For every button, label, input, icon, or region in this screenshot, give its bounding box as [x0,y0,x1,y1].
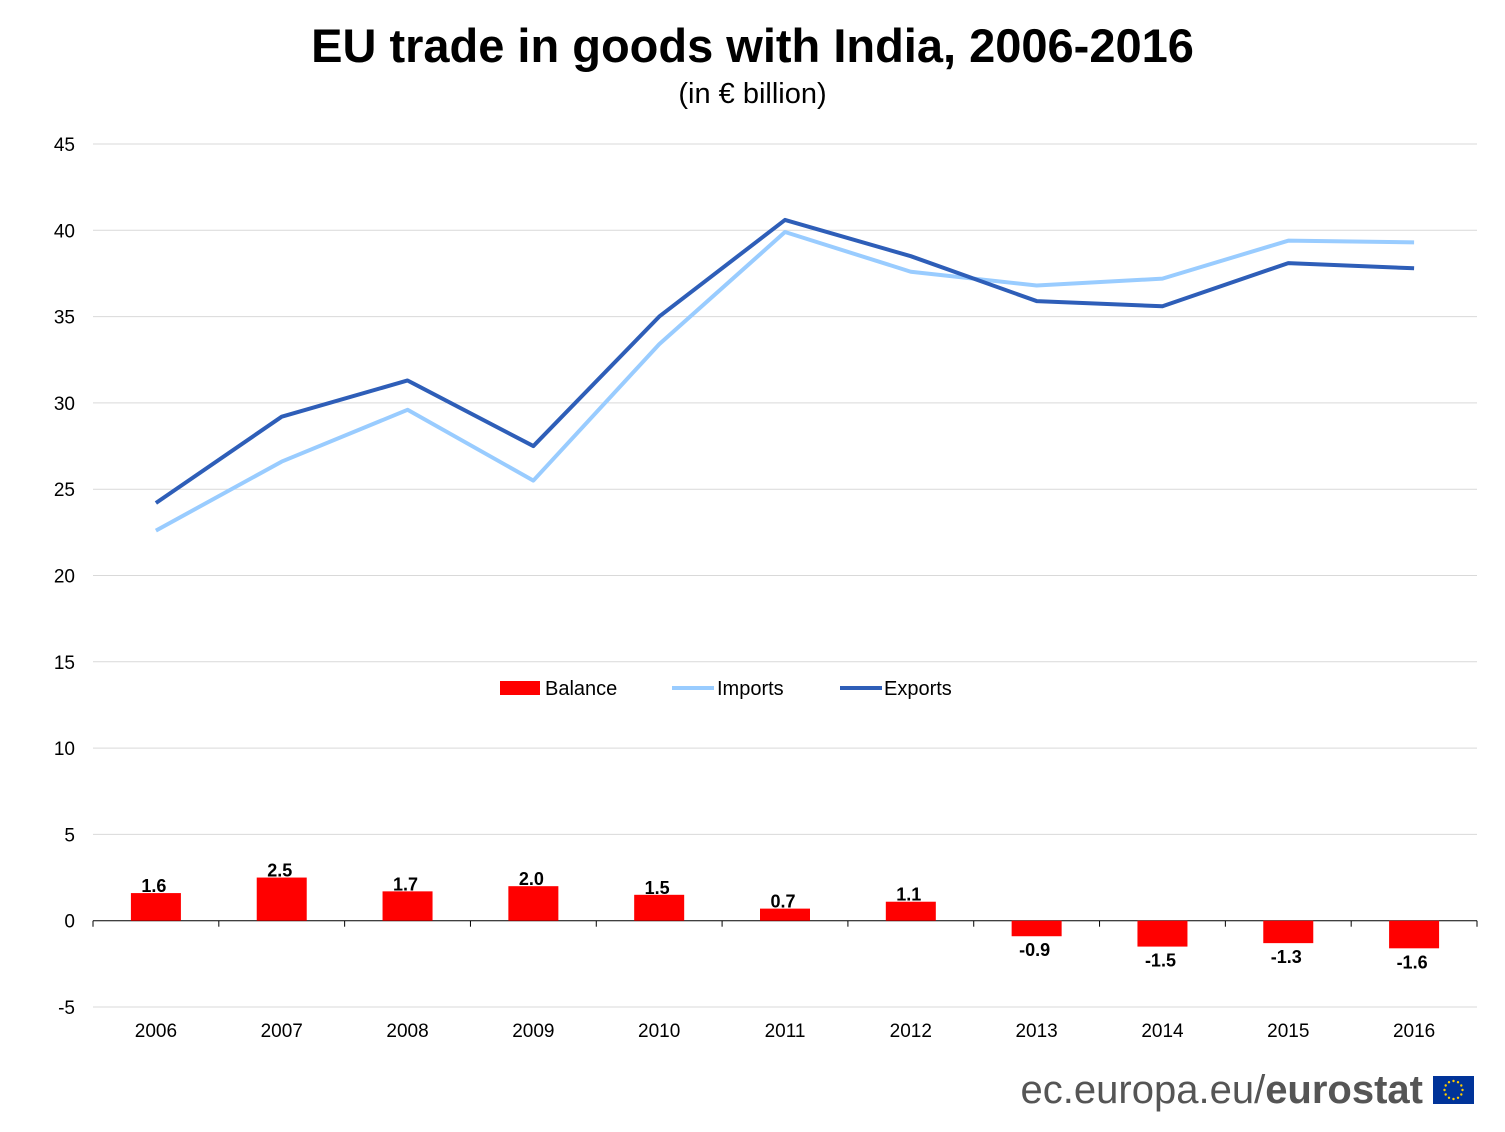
balance-data-label: -0.9 [1019,940,1050,960]
balance-data-label: -1.5 [1145,951,1176,971]
y-tick-label: 0 [64,912,75,933]
legend-label-imports: Imports [717,678,784,700]
x-tick-label: 2016 [1393,1021,1435,1042]
balance-bar [256,877,307,921]
balance-data-label: 2.0 [519,869,544,889]
x-tick-label: 2012 [890,1021,932,1042]
footer-brand: eurostat [1265,1068,1423,1112]
balance-data-label: 2.5 [267,861,292,881]
x-tick-label: 2010 [638,1021,680,1042]
x-tick-label: 2007 [261,1021,303,1042]
balance-data-label: -1.3 [1271,947,1302,967]
y-tick-label: 10 [54,739,75,760]
x-tick-label: 2013 [1015,1021,1057,1042]
balance-bar [760,908,810,921]
y-tick-label: 30 [54,394,75,415]
balance-data-label: -1.6 [1397,952,1428,972]
legend-swatch-balance [500,681,540,695]
x-tick-label: 2011 [765,1021,806,1042]
y-tick-label: 35 [54,308,75,329]
balance-data-label: 1.6 [141,876,166,896]
legend-label-balance: Balance [545,678,617,700]
x-tick-label: 2014 [1141,1021,1184,1042]
y-tick-label: -5 [58,998,75,1019]
x-tick-label: 2008 [386,1021,428,1042]
eu-flag-icon [1433,1076,1474,1104]
y-tick-label: 15 [54,653,75,674]
balance-bar [1011,920,1062,937]
balance-bar [382,891,433,921]
balance-bar [885,901,936,921]
footer-source[interactable]: ec.europa.eu/eurostat [1021,1068,1423,1113]
balance-data-label: 1.5 [645,878,670,898]
balance-data-label: 1.7 [393,874,418,894]
chart-title: EU trade in goods with India, 2006-2016 [311,19,1194,72]
exports-line [154,217,1415,505]
balance-bar [130,893,181,921]
y-tick-label: 5 [64,825,75,846]
x-tick-label: 2015 [1267,1021,1309,1042]
balance-bar [634,894,685,921]
x-tick-label: 2006 [135,1021,177,1042]
y-tick-label: 40 [54,221,75,242]
y-tick-label: 45 [54,135,75,156]
imports-line [154,230,1415,533]
legend-label-exports: Exports [884,678,952,700]
y-tick-label: 20 [54,567,75,588]
chart-subtitle: (in € billion) [678,78,827,110]
x-tick-label: 2009 [512,1021,554,1042]
balance-bar [1137,920,1188,947]
balance-bar [1263,920,1314,944]
y-tick-label: 25 [54,480,75,501]
footer-prefix: ec.europa.eu/ [1020,1068,1266,1112]
balance-bar [1389,920,1440,949]
balance-data-label: 1.1 [896,885,921,905]
balance-data-label: 0.7 [770,892,795,912]
balance-bar [508,886,559,921]
